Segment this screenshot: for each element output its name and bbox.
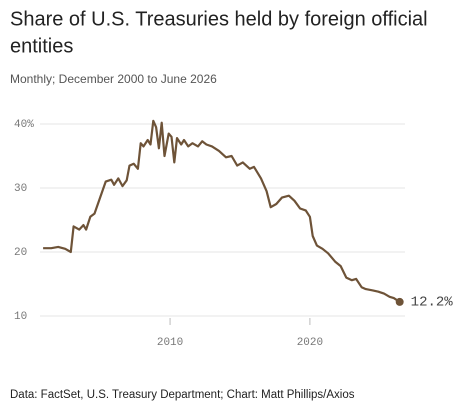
end-point: [395, 297, 404, 306]
x-tick-label: 2020: [297, 337, 323, 349]
end-label: 12.2%: [411, 295, 454, 311]
chart-title: entities: [10, 35, 73, 57]
chart-title: Share of U.S. Treasuries held by foreign…: [10, 8, 428, 30]
y-tick-label: 40%: [14, 119, 34, 131]
subtitle: Monthly; December 2000 to June 2026: [10, 72, 217, 86]
y-tick-label: 10: [14, 311, 27, 323]
y-tick-label: 20: [14, 247, 27, 259]
x-tick-label: 2010: [157, 337, 183, 349]
y-tick-label: 30: [14, 183, 27, 195]
source: Data: FactSet, U.S. Treasury Department;…: [10, 389, 355, 401]
data-line: [43, 119, 401, 303]
